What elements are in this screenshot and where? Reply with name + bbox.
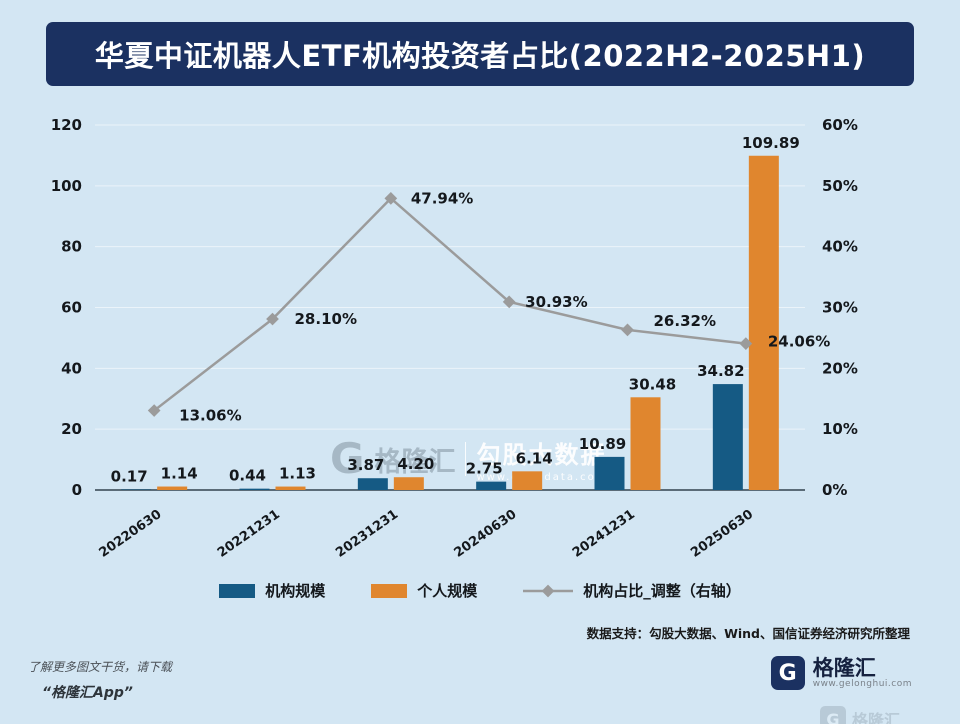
bar <box>275 486 306 490</box>
x-category-label: 20241231 <box>570 507 638 561</box>
right-axis-tick-label: 0% <box>822 481 847 499</box>
brand-watermark-cropped: G 格隆汇 <box>819 706 900 724</box>
trend-point-label: 26.32% <box>654 312 716 330</box>
trend-point-label: 24.06% <box>768 333 830 351</box>
bar <box>594 456 625 490</box>
gelonghui-logo-icon: G <box>819 706 846 724</box>
bar-value-label: 34.82 <box>697 362 744 380</box>
trend-point-label: 47.94% <box>411 189 473 207</box>
trend-point <box>621 323 634 337</box>
left-axis-tick-label: 120 <box>51 116 82 134</box>
bar-value-label: 6.14 <box>516 449 553 467</box>
bar-value-label: 1.13 <box>279 465 316 483</box>
trend-line <box>153 196 746 412</box>
legend-item-individual: 个人规模 <box>371 580 477 601</box>
bar <box>393 477 424 490</box>
bar <box>630 397 661 490</box>
legend-label-ratio-line: 机构占比_调整（右轴） <box>583 582 741 600</box>
trend-point-label: 30.93% <box>525 293 587 311</box>
left-axis-tick-label: 60 <box>61 299 82 317</box>
right-axis-tick-label: 60% <box>822 116 858 134</box>
chart-legend: 机构规模 个人规模 机构占比_调整（右轴） <box>0 580 960 601</box>
left-axis-tick-label: 80 <box>61 238 82 256</box>
data-support-note: 数据支持：勾股大数据、Wind、国信证券经济研究所整理 <box>586 626 910 641</box>
brand-text-column: 格隆汇 www.gelonghui.com <box>813 657 912 689</box>
legend-item-ratio-line: 机构占比_调整（右轴） <box>523 580 741 601</box>
legend-label-individual: 个人规模 <box>417 582 478 600</box>
right-axis-tick-label: 10% <box>822 420 858 438</box>
right-axis-tick-label: 20% <box>822 359 858 377</box>
gelonghui-logo-icon: G <box>770 656 805 690</box>
trend-point <box>502 295 516 309</box>
x-category-label: 20240630 <box>452 507 520 561</box>
left-axis-tick-label: 100 <box>51 177 82 195</box>
trend-point <box>384 192 398 205</box>
left-axis-tick-label: 40 <box>61 359 82 377</box>
trend-point-label: 28.10% <box>295 310 357 328</box>
legend-line-swatch <box>523 584 574 597</box>
bar-value-label: 0.17 <box>111 467 148 485</box>
bar-value-label: 109.89 <box>742 134 800 152</box>
bar-value-label: 4.20 <box>397 455 434 473</box>
gelonghui-brand: G 格隆汇 www.gelonghui.com <box>770 656 912 690</box>
trend-point-label: 13.06% <box>179 407 241 425</box>
promo-line2: “格隆汇App” <box>42 685 133 701</box>
bar-value-label: 1.14 <box>161 465 198 483</box>
bar <box>476 481 507 490</box>
bar-value-label: 30.48 <box>629 375 676 393</box>
x-category-label: 20220630 <box>97 507 165 561</box>
right-axis-tick-label: 50% <box>822 177 858 195</box>
ghost-brand-name: 格隆汇 <box>851 711 900 724</box>
legend-label-institutional: 机构规模 <box>265 582 326 600</box>
right-axis-tick-label: 40% <box>822 238 858 256</box>
bar-value-label: 0.44 <box>229 467 266 485</box>
legend-swatch-individual <box>371 583 408 598</box>
x-category-label: 20250630 <box>688 507 756 561</box>
chart-title-bar: 华夏中证机器人ETF机构投资者占比(2022H2-2025H1) <box>46 22 914 86</box>
bar-value-label: 2.75 <box>466 460 503 478</box>
bar-value-label: 10.89 <box>579 435 626 453</box>
bar <box>239 488 270 490</box>
brand-name: 格隆汇 <box>812 655 876 680</box>
left-axis-tick-label: 20 <box>61 420 82 438</box>
bar <box>512 471 543 490</box>
x-category-label: 20221231 <box>215 507 283 561</box>
left-axis-tick-label: 0 <box>72 481 82 499</box>
bar <box>157 486 188 490</box>
chart-title: 华夏中证机器人ETF机构投资者占比(2022H2-2025H1) <box>94 39 866 73</box>
brand-url: www.gelonghui.com <box>812 679 912 690</box>
bar <box>712 384 743 490</box>
bar-value-label: 3.87 <box>347 456 384 474</box>
trend-point <box>147 404 161 417</box>
bar <box>357 478 388 490</box>
legend-item-institutional: 机构规模 <box>219 580 325 601</box>
legend-swatch-institutional <box>219 583 256 598</box>
promo-line1: 了解更多图文干货，请下载 <box>28 660 173 674</box>
bar <box>748 155 779 490</box>
combo-chart: 0 20 40 60 80 100 120 0% 10% 20% 30% 40% 50% 60% 0.17 0… <box>51 116 858 561</box>
x-category-label: 20231231 <box>333 507 401 561</box>
right-axis-tick-label: 30% <box>822 299 858 317</box>
bar <box>121 489 152 490</box>
